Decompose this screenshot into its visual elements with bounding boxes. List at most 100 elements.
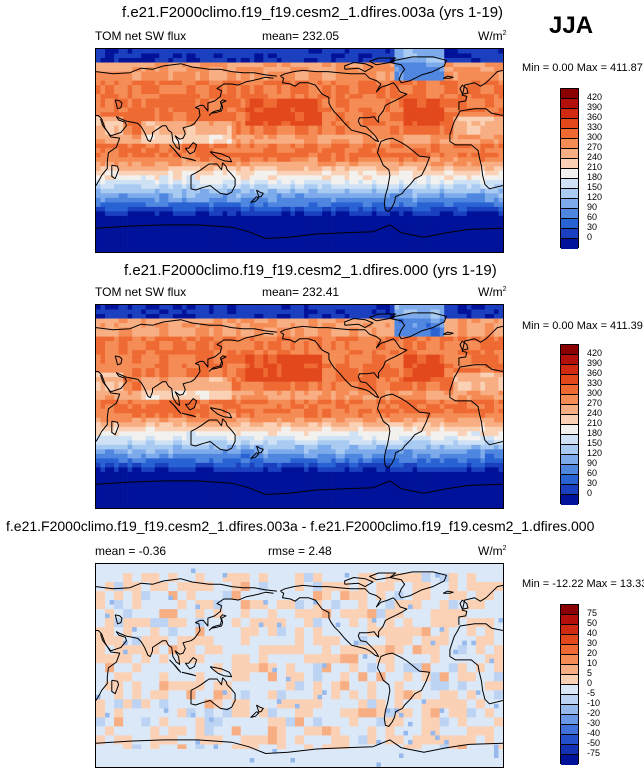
map-field [96,564,503,767]
coastline [169,659,182,673]
colorbar-box [561,385,578,395]
coastline [377,137,430,212]
colorbar-box [561,495,578,505]
coastline [100,76,274,150]
coastline [256,445,264,454]
colorbar-tick-label: 360 [587,112,603,122]
colorbar-tick-label: 420 [587,348,603,358]
panel2-minmax: Min = 0.00 Max = 411.39 [522,320,643,332]
colorbar-box [561,475,578,485]
panel1-units: W/m2 [478,29,507,43]
colorbar-box [561,695,578,705]
coastline [111,679,120,695]
colorbar-tick-label: 330 [587,378,603,388]
coastlines [96,56,503,239]
panel3-mean-label: mean = -0.36 [95,544,167,558]
colorbar-box [561,129,578,139]
coastline [369,572,397,581]
panel2-map [95,304,504,509]
colorbar-tick-label: -50 [587,738,601,748]
colorbar-tick-label: 270 [587,398,603,408]
colorbar-tick-label: 210 [587,162,603,172]
coastline [96,578,277,592]
colorbar-box [561,605,578,615]
colorbar-tick-label: 90 [587,202,598,212]
colorbar-tick-label: -75 [587,748,601,758]
coastline [442,331,454,335]
panel2-colorbar [560,344,579,505]
coastline [458,69,503,110]
map-field [96,305,503,508]
colorbar-box [561,209,578,219]
colorbar-box [561,745,578,755]
coastline [208,355,227,372]
coastline [181,671,196,677]
panel3-colorbar [560,604,579,765]
coastline [208,614,227,631]
colorbar-tick-label: 20 [587,648,598,658]
panel1-map-svg [96,49,503,252]
colorbar-box [561,735,578,745]
coastline [256,704,264,713]
coastline [449,366,503,446]
panel1-map [95,48,504,253]
coastline [184,657,198,670]
panel3-rmse-label: rmse = 2.48 [268,544,332,558]
coastline [280,584,408,657]
colorbar-tick-label: 210 [587,418,603,428]
panel1-colorbar [560,88,579,249]
coastline [114,99,123,110]
colorbar-box [561,169,578,179]
colorbar-tick-label: -5 [587,688,596,698]
colorbar-box [561,355,578,365]
panel3-units: W/m2 [478,544,507,558]
colorbar-tick-label: 390 [587,358,603,368]
colorbar-box [561,139,578,149]
colorbar-tick-label: 330 [587,122,603,132]
colorbar-tick-label: 30 [587,638,598,648]
colorbar-tick-label: -10 [587,698,601,708]
colorbar-box [561,119,578,129]
panel1-mean-label: mean= 232.05 [262,29,340,43]
colorbar-tick-label: 150 [587,438,603,448]
coastline [459,340,469,351]
coastline [96,480,503,495]
colorbar-box [561,89,578,99]
coastline [256,189,264,198]
panel1-variable-label: TOM net SW flux [95,29,187,43]
coastline [96,224,503,239]
coastline [449,110,503,190]
coastlines [96,571,503,754]
colorbar-box [561,615,578,625]
coastlines [96,312,503,495]
colorbar-box [561,345,578,355]
colorbar-box [561,625,578,635]
coastline [209,666,233,678]
coastline [184,142,198,155]
colorbar-tick-label: 90 [587,458,598,468]
colorbar-tick-label: 0 [587,488,593,498]
coastline [96,63,277,77]
colorbar-tick-label: 150 [587,182,603,192]
panel2-units: W/m2 [478,285,507,299]
colorbar-box [561,109,578,119]
colorbar-box [561,485,578,495]
coastline [449,625,503,705]
colorbar-tick-label: -30 [587,718,601,728]
coastline [250,452,260,459]
panel2-variable-label: TOM net SW flux [95,285,187,299]
coastline [100,591,274,665]
colorbar-box [561,365,578,375]
coastline [459,84,469,95]
colorbar-box [561,199,578,209]
season-label: JJA [549,12,594,39]
colorbar-tick-label: 300 [587,388,603,398]
colorbar-box [561,685,578,695]
coastline [111,420,120,436]
coastline [250,711,260,718]
coastline [100,332,274,406]
coastline [96,739,503,754]
map-field [96,49,503,252]
coastline [280,325,408,398]
coastline [114,355,123,366]
